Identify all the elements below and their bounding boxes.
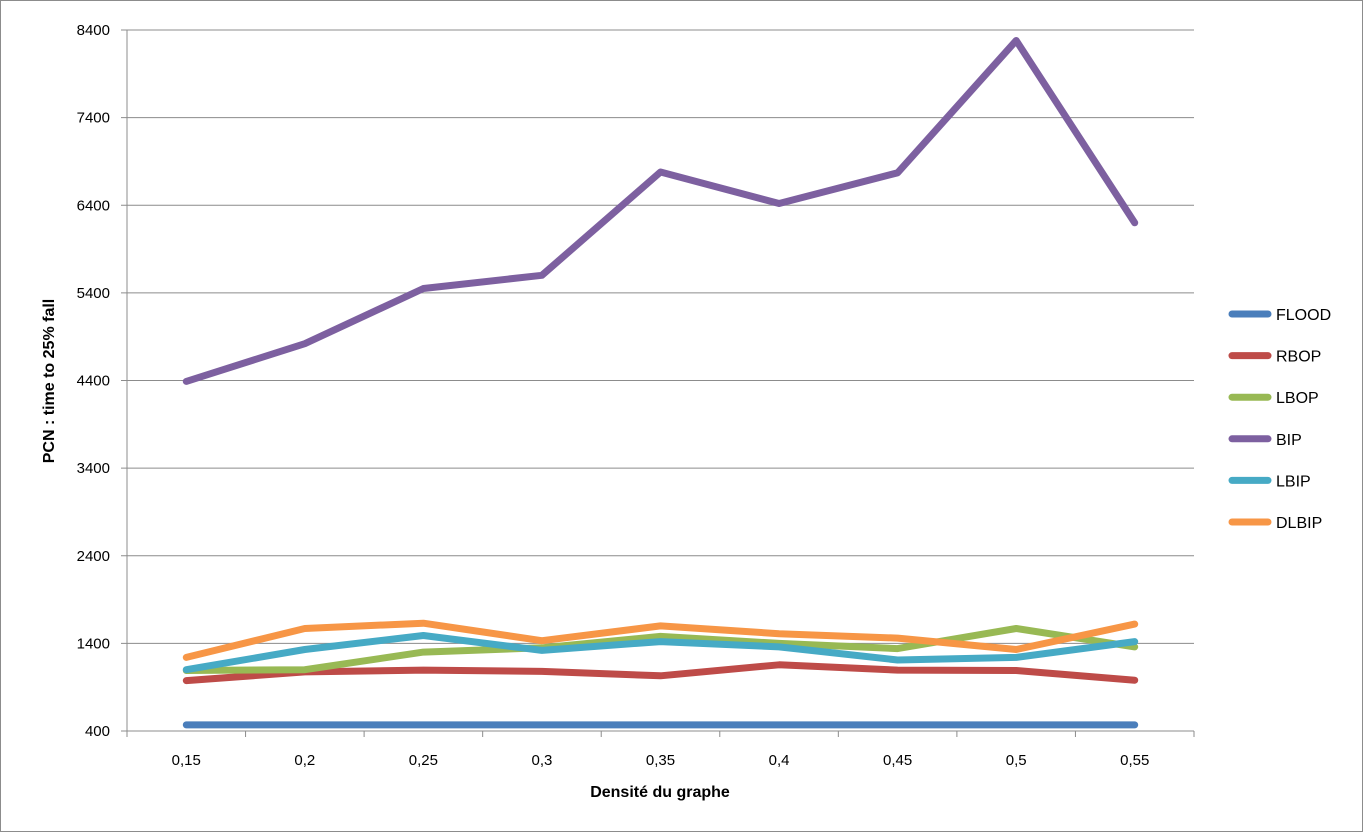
legend-label-bip: BIP [1276,432,1302,449]
legend-label-rbop: RBOP [1276,349,1321,366]
series-line-dlbip [182,619,1139,661]
legend: FLOOD RBOP LBOP BIP LBIP DLBIP [1228,307,1331,532]
series-lines [182,37,1139,729]
y-axis-title: PCN : time to 25% fall [41,299,58,463]
x-axis-title: Densité du graphe [590,784,730,801]
x-tick-label: 0,3 [532,752,553,769]
x-tick-label: 0,55 [1120,752,1149,769]
y-tick-label: 400 [85,723,110,740]
legend-label-flood: FLOOD [1276,307,1331,324]
y-tick-label: 6400 [77,197,110,214]
y-tick-label: 3400 [77,460,110,477]
x-tick-label: 0,2 [294,752,315,769]
axes [126,30,1194,732]
y-tick-label: 1400 [77,635,110,652]
legend-label-dlbip: DLBIP [1276,515,1322,532]
grid-lines [121,29,1195,737]
x-tick-label: 0,45 [883,752,912,769]
y-tick-label: 7400 [77,110,110,127]
y-tick-label: 5400 [77,285,110,302]
series-line-rbop [182,661,1139,685]
x-tick-label: 0,15 [172,752,201,769]
x-tick-label: 0,4 [769,752,790,769]
x-tick-label: 0,5 [1006,752,1027,769]
x-tick-label: 0,35 [646,752,675,769]
y-tick-label: 4400 [77,373,110,390]
legend-label-lbip: LBIP [1276,473,1311,490]
y-tick-label: 2400 [77,548,110,565]
series-line-bip [182,37,1139,385]
series-line-lbop [182,625,1139,674]
y-tick-label: 8400 [77,22,110,39]
legend-label-lbop: LBOP [1276,390,1319,407]
series-line-lbip [182,632,1139,674]
y-tick-labels: 400 1400 2400 3400 4400 5400 6400 7400 8400 [77,22,110,740]
x-tick-label: 0,25 [409,752,438,769]
x-tick-labels: 0,15 0,2 0,25 0,3 0,35 0,4 0,45 0,5 0,55 [172,752,1150,769]
